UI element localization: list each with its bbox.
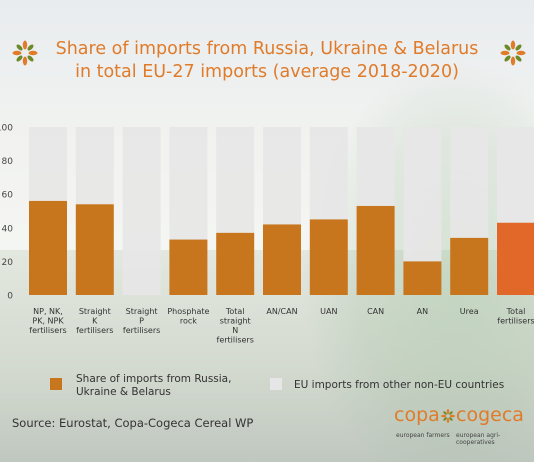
category-label: P — [139, 317, 144, 326]
category-label: Straight — [126, 307, 158, 316]
flower-icon-left — [12, 40, 38, 66]
category-label: UAN — [320, 307, 337, 316]
category-label: fertilisers — [497, 317, 534, 326]
category-label: AN — [417, 307, 428, 316]
bar-other — [403, 127, 442, 262]
category-label: fertilisers — [217, 336, 254, 345]
category-label: Straight — [79, 307, 111, 316]
legend-label-russia-line-1: Share of imports from Russia, — [76, 373, 232, 385]
bar-other — [356, 127, 395, 206]
bar-other — [450, 127, 489, 238]
y-tick-label: 100 — [0, 124, 13, 134]
chart-title-line-2: in total EU-27 imports (average 2018-202… — [75, 62, 459, 82]
category-label: AN/CAN — [266, 307, 297, 316]
legend-label-russia: Share of imports from Russia, Ukraine & … — [76, 373, 231, 399]
category-label: NP, NK, — [33, 307, 63, 316]
bar-other — [169, 127, 208, 240]
category-label: fertilisers — [29, 326, 66, 335]
logo-cogeca: cogeca — [456, 404, 524, 426]
source-note: Source: Eurostat, Copa-Cogeca Cereal WP — [12, 416, 254, 430]
bar-russia — [403, 261, 442, 295]
category-label: fertilisers — [76, 326, 113, 335]
logo-sub-cogeca: european agri-cooperatives — [456, 432, 501, 446]
logo-flower-icon — [441, 409, 455, 423]
bar-russia — [450, 237, 489, 295]
category-label: Phosphate — [167, 307, 209, 316]
category-label: straight — [220, 317, 251, 326]
y-tick-label: 40 — [2, 224, 14, 234]
legend-swatch-russia — [50, 378, 62, 390]
category-label: Total — [506, 307, 526, 316]
legend-swatch-other — [270, 378, 282, 390]
bar-other — [263, 127, 301, 225]
bar-other — [29, 127, 67, 201]
category-label: Urea — [460, 307, 479, 316]
category-label: N — [232, 326, 238, 335]
logo-sub-copa: european farmers — [396, 432, 450, 439]
bar-other — [216, 127, 255, 233]
bar-russia — [356, 205, 395, 295]
bar-russia — [309, 219, 348, 295]
chart-title-line-1: Share of imports from Russia, Ukraine & … — [55, 39, 479, 59]
logo-copa: copa — [394, 404, 440, 426]
bar-russia — [497, 222, 534, 295]
bar-russia — [29, 200, 67, 295]
bar-russia — [75, 204, 114, 295]
bar-other — [75, 127, 114, 205]
y-tick-label: 0 — [7, 292, 13, 302]
bar-other — [122, 127, 161, 295]
category-label: fertilisers — [123, 326, 160, 335]
legend-label-other: EU imports from other non-EU countries — [294, 379, 505, 391]
chart-title: Share of imports from Russia, Ukraine & … — [0, 38, 534, 84]
flower-icon-right — [500, 40, 526, 66]
legend-label-russia-line-2: Ukraine & Belarus — [76, 386, 171, 398]
category-label: rock — [180, 317, 197, 326]
category-label: PK, NPK — [32, 317, 64, 326]
bar-other — [497, 127, 534, 223]
bar-russia — [263, 224, 301, 295]
bar-other — [309, 127, 348, 220]
bar-russia — [216, 232, 255, 295]
category-label: CAN — [367, 307, 384, 316]
category-label: K — [92, 317, 98, 326]
bar-russia — [169, 239, 208, 295]
y-tick-label: 20 — [2, 258, 14, 268]
y-tick-label: 80 — [2, 157, 14, 167]
category-label: Total — [225, 307, 245, 316]
y-tick-label: 60 — [2, 191, 14, 201]
